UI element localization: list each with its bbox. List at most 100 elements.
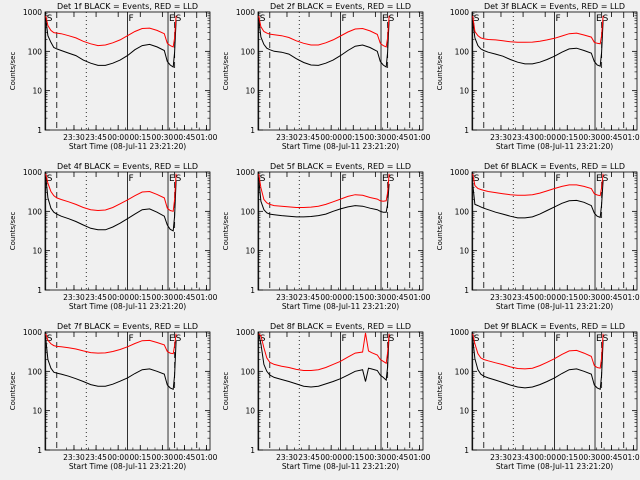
x-tick-label: 00:45 [387, 453, 409, 462]
y-tick-label: 1000 [23, 328, 42, 337]
x-tick-label: 01:00 [623, 453, 640, 462]
x-tick-label: 00:45 [387, 133, 409, 142]
x-axis-label: Start Time (08-Jul-11 23:21:20) [69, 302, 186, 311]
event-marker-label: F [129, 14, 134, 24]
chart-panel: Det 9f BLACK = Events, RED = LLD 1 10 100 10… [436, 322, 640, 471]
x-tick-label: 00:15 [129, 133, 151, 142]
event-marker-label: E [382, 174, 388, 184]
x-tick-label: 00:00 [534, 453, 556, 462]
x-tick-label: 00:45 [601, 293, 623, 302]
y-tick-label: 1000 [450, 328, 469, 337]
event-marker-label: S [260, 174, 266, 184]
y-axis-label: Counts/sec [9, 212, 17, 251]
lld-series-line [472, 15, 604, 45]
x-tick-label: 01:00 [409, 453, 431, 462]
y-tick-label: 10 [459, 247, 469, 256]
x-tick-label: 00:30 [152, 453, 174, 462]
chart-title: Det 8f BLACK = Events, RED = LLD [270, 322, 411, 331]
event-marker-label: F [129, 174, 134, 184]
x-tick-label: 23:45 [298, 133, 320, 142]
x-tick-label: 01:00 [409, 133, 431, 142]
chart-title: Det 6f BLACK = Events, RED = LLD [484, 162, 625, 171]
x-axis-label: Start Time (08-Jul-11 23:21:20) [282, 142, 399, 151]
y-tick-label: 100 [241, 367, 256, 376]
lld-series-line [45, 333, 177, 355]
y-axis-label: Counts/sec [222, 212, 230, 251]
y-tick-label: 1 [464, 126, 469, 135]
x-tick-label: 00:15 [556, 293, 578, 302]
y-axis-label: Counts/sec [436, 372, 444, 411]
x-tick-label: 23:43 [512, 133, 534, 142]
lld-series-line [45, 15, 177, 48]
event-marker-label: S [47, 174, 53, 184]
x-tick-label: 23:45 [85, 453, 107, 462]
event-marker-label: E [169, 334, 175, 344]
x-tick-label: 00:45 [601, 453, 623, 462]
event-marker-label: E [596, 174, 602, 184]
x-tick-label: 23:43 [512, 453, 534, 462]
chart-title: Det 4f BLACK = Events, RED = LLD [57, 162, 198, 171]
events-series-line [472, 180, 604, 219]
x-tick-label: 00:30 [579, 453, 601, 462]
x-tick-label: 23:45 [85, 293, 107, 302]
x-tick-label: 00:00 [534, 293, 556, 302]
y-tick-label: 1 [37, 286, 42, 295]
y-tick-label: 1 [250, 286, 255, 295]
event-marker-label: E [596, 334, 602, 344]
x-tick-label: 00:30 [579, 293, 601, 302]
y-tick-label: 10 [459, 87, 469, 96]
x-tick-label: 23:30 [490, 453, 512, 462]
chart-panel: Det 5f BLACK = Events, RED = LLD 1 10 100 10… [222, 162, 431, 311]
event-marker-label: S [389, 334, 395, 344]
event-marker-label: F [342, 14, 347, 24]
event-marker-label: E [169, 14, 175, 24]
x-tick-label: 00:00 [320, 293, 342, 302]
y-tick-label: 100 [28, 47, 43, 56]
x-tick-label: 01:00 [623, 133, 640, 142]
lld-series-line [472, 333, 604, 370]
chart-panel: Det 7f BLACK = Events, RED = LLD 1 10 100 10… [9, 322, 218, 471]
x-tick-label: 23:30 [490, 293, 512, 302]
event-marker-label: S [176, 334, 182, 344]
x-tick-label: 23:30 [276, 453, 298, 462]
x-tick-label: 23:30 [63, 293, 85, 302]
chart-panel: Det 6f BLACK = Events, RED = LLD 1 10 100 10… [436, 162, 640, 311]
event-marker-label: F [556, 174, 561, 184]
y-tick-label: 1 [464, 446, 469, 455]
x-tick-label: 23:30 [276, 133, 298, 142]
y-tick-label: 100 [241, 47, 256, 56]
x-tick-label: 00:45 [601, 133, 623, 142]
y-tick-label: 1000 [450, 168, 469, 177]
y-tick-label: 1 [250, 126, 255, 135]
event-marker-label: S [474, 334, 480, 344]
chart-panel: Det 2f BLACK = Events, RED = LLD 1 10 100 10… [222, 2, 431, 151]
x-tick-label: 01:00 [196, 453, 218, 462]
event-marker-label: E [382, 334, 388, 344]
event-marker-label: F [556, 334, 561, 344]
y-axis-label: Counts/sec [9, 372, 17, 411]
x-axis-label: Start Time (08-Jul-11 23:21:20) [282, 302, 399, 311]
event-marker-label: S [260, 14, 266, 24]
chart-title: Det 9f BLACK = Events, RED = LLD [484, 322, 625, 331]
events-series-line [472, 338, 604, 391]
event-marker-label: E [382, 14, 388, 24]
chart-title: Det 7f BLACK = Events, RED = LLD [57, 322, 198, 331]
event-marker-label: S [260, 334, 266, 344]
y-axis-label: Counts/sec [9, 52, 17, 91]
lld-series-line [258, 15, 390, 48]
x-tick-label: 00:30 [152, 133, 174, 142]
x-tick-label: 00:15 [342, 293, 364, 302]
chart-title: Det 2f BLACK = Events, RED = LLD [270, 2, 411, 11]
chart-title: Det 3f BLACK = Events, RED = LLD [484, 2, 625, 11]
event-marker-label: S [389, 14, 395, 24]
y-tick-label: 1 [464, 286, 469, 295]
events-series-line [45, 18, 177, 68]
x-tick-label: 01:00 [623, 293, 640, 302]
lld-series-line [45, 173, 177, 212]
event-marker-label: F [129, 334, 134, 344]
y-tick-label: 1000 [236, 168, 255, 177]
chart-title: Det 1f BLACK = Events, RED = LLD [57, 2, 198, 11]
x-tick-label: 00:15 [129, 453, 151, 462]
event-marker-label: S [389, 174, 395, 184]
